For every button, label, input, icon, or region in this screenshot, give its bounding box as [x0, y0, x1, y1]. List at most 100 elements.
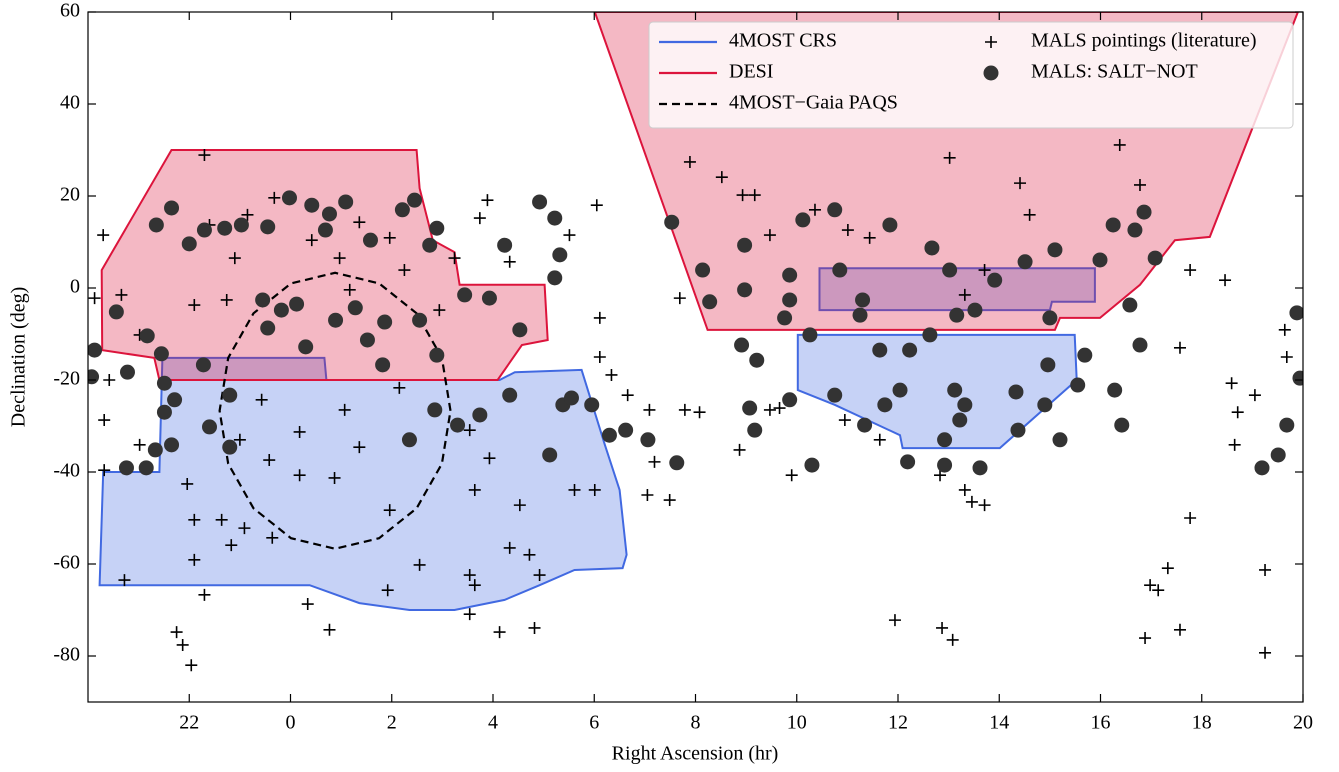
dot-point	[1042, 310, 1058, 326]
cross-point	[593, 351, 606, 363]
cross-point	[763, 403, 776, 416]
cross-point	[863, 231, 876, 244]
cross-point	[1173, 341, 1186, 354]
cross-point	[641, 489, 654, 501]
x-tick-label: 8	[691, 712, 701, 734]
legend-box	[648, 21, 1294, 129]
cross-point	[225, 539, 238, 552]
dot-point	[547, 270, 563, 286]
region	[100, 149, 549, 381]
cross-point	[715, 171, 728, 184]
dot-point	[1127, 222, 1143, 238]
dot-point	[1070, 377, 1086, 393]
dot-point	[882, 217, 898, 233]
cross-point	[648, 455, 661, 468]
cross-point	[1225, 377, 1238, 390]
dot-point	[947, 382, 963, 398]
cross-point	[1231, 406, 1244, 419]
cross-point	[483, 452, 496, 465]
cross-point	[978, 499, 991, 512]
dot-point	[202, 419, 217, 435]
legend-label: MALS: SALT−NOT	[1031, 61, 1198, 83]
dot-point	[795, 212, 811, 228]
cross-point	[103, 374, 116, 386]
dot-point	[422, 237, 438, 253]
dot-point	[782, 267, 798, 283]
cross-point	[748, 189, 761, 202]
cross-point	[888, 614, 901, 627]
legend: 4MOST CRS DESI 4MOST−Gaia PAQS MALS pointin…	[648, 21, 1294, 129]
cross-point	[523, 548, 536, 561]
y-tick-label: -80	[53, 644, 80, 666]
cross-point	[393, 381, 406, 394]
dot-point	[737, 237, 753, 253]
x-tick-label: 16	[1091, 712, 1111, 734]
cross-point	[170, 626, 183, 639]
dot-point	[273, 302, 289, 318]
cross-point	[263, 454, 276, 467]
cross-point	[934, 469, 947, 482]
cross-point	[188, 553, 201, 566]
dot-point	[412, 312, 428, 328]
region	[818, 267, 1096, 312]
dot-point	[827, 387, 843, 403]
dot-point	[852, 307, 868, 323]
dot-point	[640, 432, 656, 448]
dot-point	[362, 232, 378, 248]
dot-point	[532, 194, 548, 210]
dot-point	[742, 400, 758, 416]
cross-point	[115, 288, 128, 301]
cross-point	[185, 659, 198, 672]
dot-point	[1092, 252, 1108, 268]
dot-point	[952, 412, 968, 428]
cross-point	[1144, 579, 1157, 592]
dot-point	[669, 455, 685, 471]
dot-point	[450, 417, 466, 433]
dot-point	[196, 222, 212, 238]
dot-point	[139, 328, 155, 344]
dot-point	[782, 392, 798, 408]
dot-point	[702, 294, 718, 310]
cross-point	[663, 494, 676, 507]
dot-point	[377, 314, 393, 330]
dot-point	[1077, 347, 1093, 363]
dot-point	[937, 457, 953, 473]
dot-point	[118, 460, 134, 476]
dot-point	[1047, 242, 1063, 258]
cross-point	[873, 433, 886, 446]
dot-point	[782, 292, 798, 308]
dot-point	[1279, 417, 1295, 433]
cross-point	[528, 621, 541, 634]
x-tick-label: 6	[589, 712, 599, 734]
cross-point	[268, 191, 281, 204]
dot-point	[664, 214, 680, 230]
cross-point	[353, 216, 366, 229]
dot-point	[1107, 382, 1123, 398]
dot-point	[108, 304, 124, 320]
dot-point	[1037, 397, 1053, 413]
cross-point	[228, 252, 241, 265]
cross-point	[946, 633, 959, 646]
dot-point	[695, 262, 711, 278]
y-tick-label: 40	[60, 92, 80, 114]
cross-point	[943, 151, 956, 164]
y-tick-label: 60	[60, 0, 80, 22]
dot-point	[88, 342, 103, 358]
dot-point	[542, 447, 558, 463]
cross-point	[98, 464, 111, 477]
cross-point	[98, 414, 111, 427]
cross-point	[176, 638, 189, 651]
cross-point	[468, 483, 481, 496]
cross-point	[503, 255, 516, 268]
cross-point	[1133, 178, 1146, 191]
dot-point	[877, 397, 893, 413]
dot-point	[164, 200, 180, 216]
cross-point	[533, 569, 546, 582]
dot-point	[502, 387, 518, 403]
cross-point	[958, 483, 971, 496]
dot-point	[457, 287, 473, 303]
dot-point	[734, 337, 750, 353]
cross-point	[1113, 138, 1126, 151]
dot-point	[1114, 417, 1130, 433]
cross-point	[188, 513, 201, 526]
